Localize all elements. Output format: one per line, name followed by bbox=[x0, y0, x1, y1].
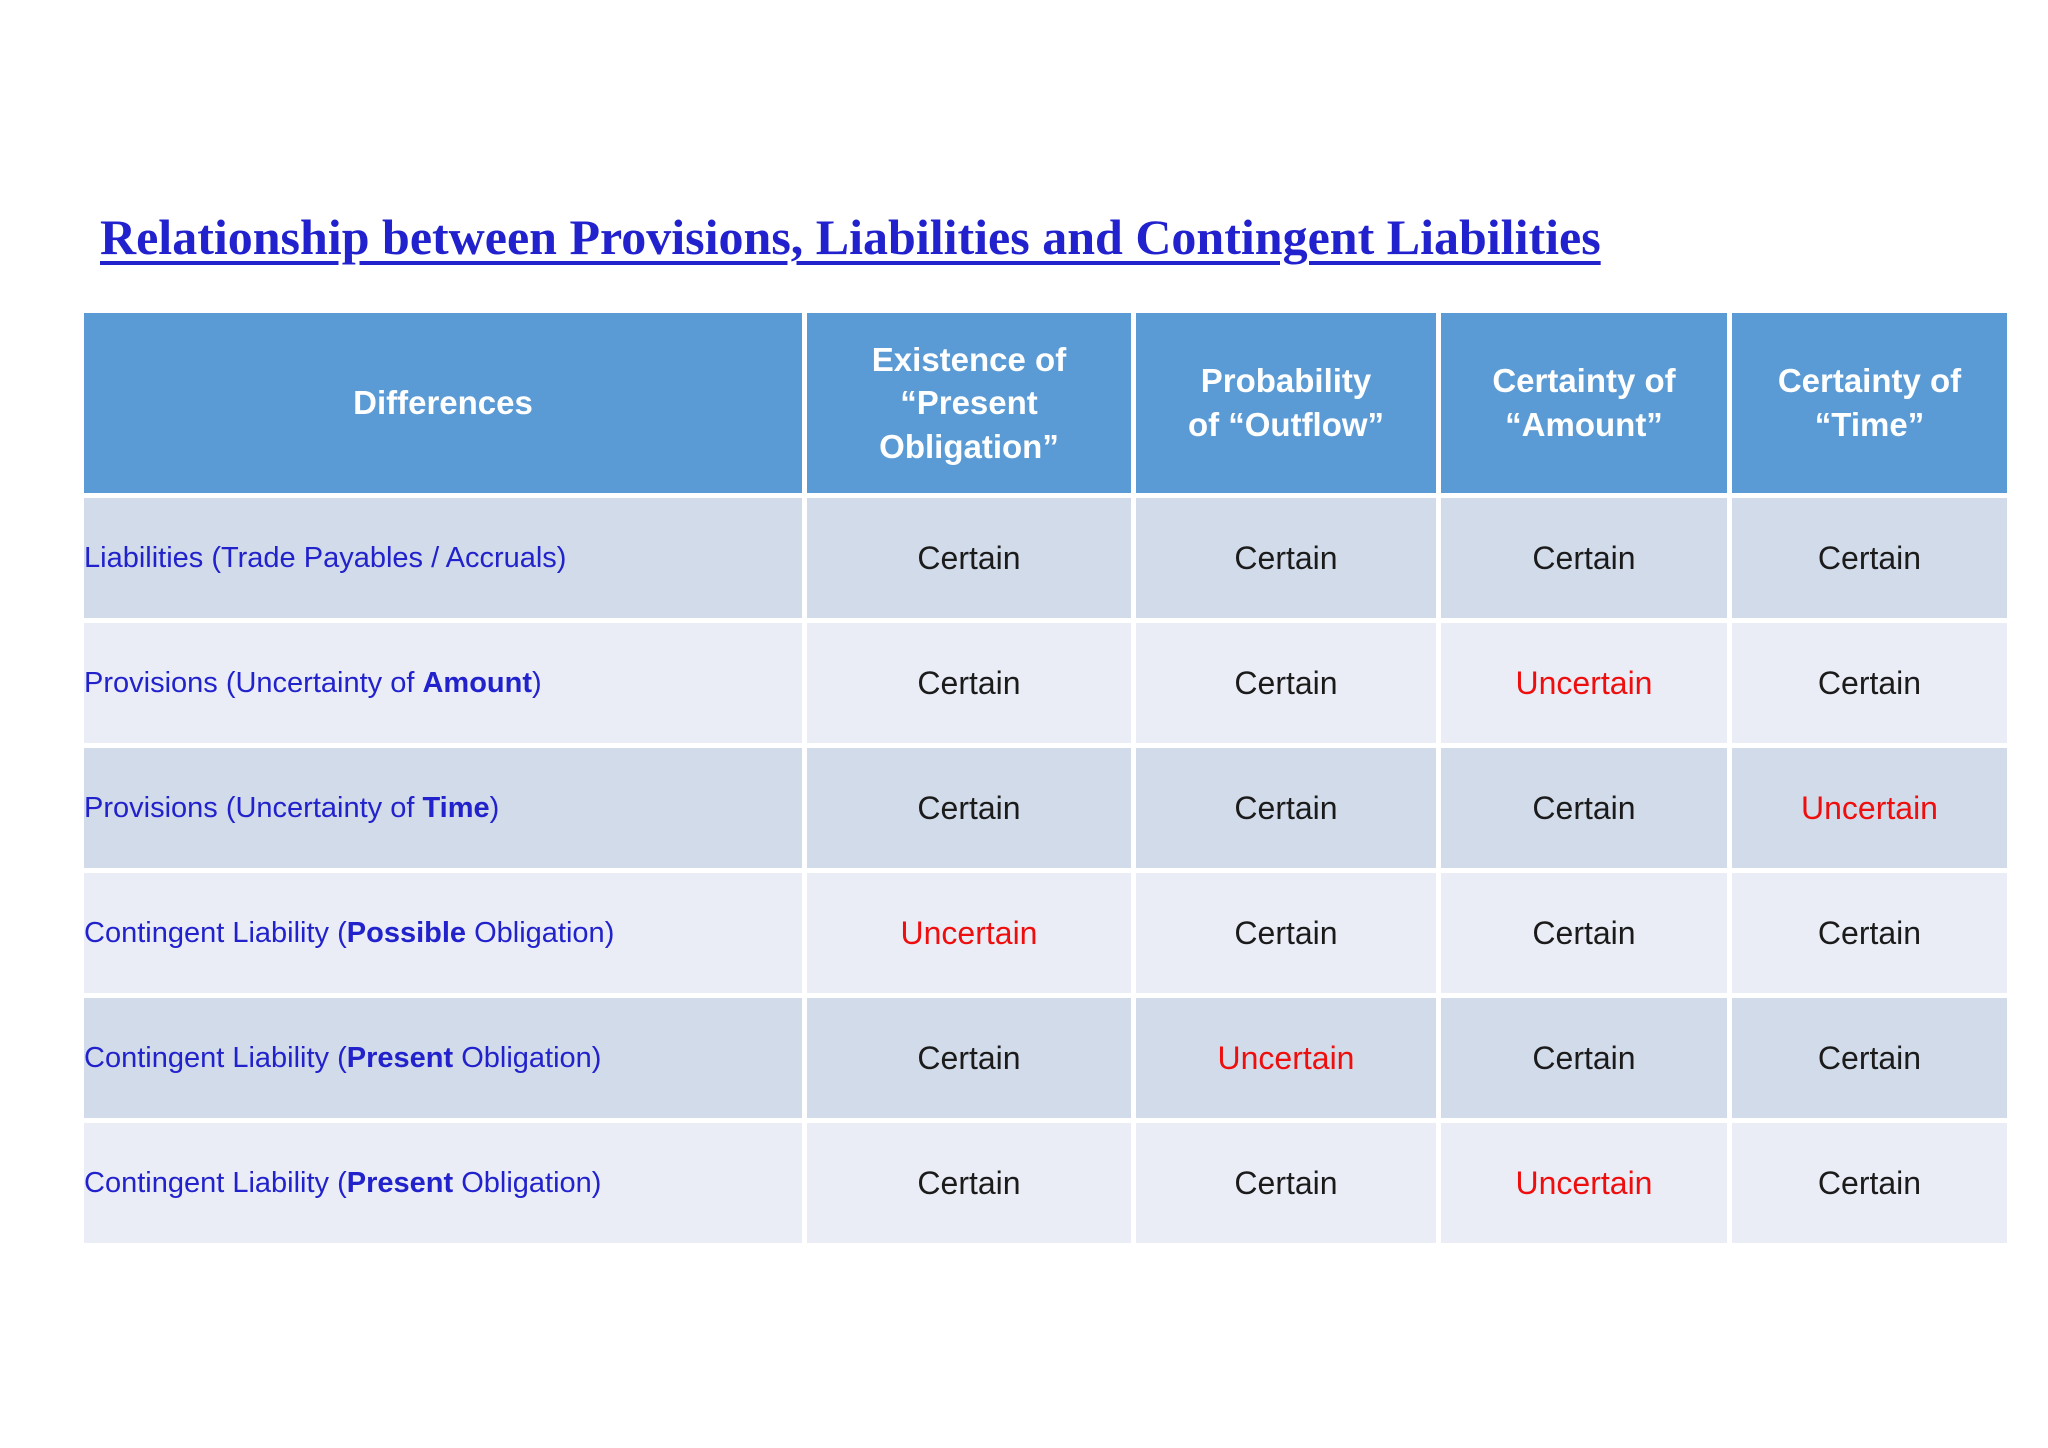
row-label: Contingent Liability (Possible Obligatio… bbox=[84, 873, 802, 993]
table-header-row: Differences Existence of “Present Obliga… bbox=[84, 313, 2007, 493]
table-row: Provisions (Uncertainty of Amount) Certa… bbox=[84, 623, 2007, 743]
column-header-probability-outflow: Probability of “Outflow” bbox=[1136, 313, 1436, 493]
table-row: Contingent Liability (Possible Obligatio… bbox=[84, 873, 2007, 993]
cell-value: Uncertain bbox=[1136, 998, 1436, 1118]
cell-value: Certain bbox=[807, 998, 1131, 1118]
cell-value: Certain bbox=[1136, 498, 1436, 618]
cell-value: Certain bbox=[1441, 748, 1727, 868]
cell-value: Uncertain bbox=[1732, 748, 2007, 868]
cell-value: Certain bbox=[807, 623, 1131, 743]
row-label: Contingent Liability (Present Obligation… bbox=[84, 1123, 802, 1243]
cell-value: Certain bbox=[1732, 998, 2007, 1118]
cell-value: Uncertain bbox=[807, 873, 1131, 993]
cell-value: Certain bbox=[1732, 498, 2007, 618]
cell-value: Certain bbox=[1441, 873, 1727, 993]
row-label: Liabilities (Trade Payables / Accruals) bbox=[84, 498, 802, 618]
cell-value: Certain bbox=[1732, 1123, 2007, 1243]
column-header-existence-present-obligation: Existence of “Present Obligation” bbox=[807, 313, 1131, 493]
row-label: Contingent Liability (Present Obligation… bbox=[84, 998, 802, 1118]
cell-value: Certain bbox=[1732, 623, 2007, 743]
column-header-certainty-amount: Certainty of “Amount” bbox=[1441, 313, 1727, 493]
cell-value: Uncertain bbox=[1441, 623, 1727, 743]
table-row: Provisions (Uncertainty of Time) Certain… bbox=[84, 748, 2007, 868]
cell-value: Certain bbox=[1136, 623, 1436, 743]
cell-value: Certain bbox=[1441, 998, 1727, 1118]
cell-value: Uncertain bbox=[1441, 1123, 1727, 1243]
cell-value: Certain bbox=[1441, 498, 1727, 618]
cell-value: Certain bbox=[807, 1123, 1131, 1243]
table-row: Liabilities (Trade Payables / Accruals) … bbox=[84, 498, 2007, 618]
cell-value: Certain bbox=[1136, 1123, 1436, 1243]
row-label: Provisions (Uncertainty of Amount) bbox=[84, 623, 802, 743]
cell-value: Certain bbox=[807, 748, 1131, 868]
table-row: Contingent Liability (Present Obligation… bbox=[84, 1123, 2007, 1243]
page-title: Relationship between Provisions, Liabili… bbox=[100, 209, 1601, 265]
cell-value: Certain bbox=[1136, 748, 1436, 868]
column-header-differences: Differences bbox=[84, 313, 802, 493]
cell-value: Certain bbox=[1732, 873, 2007, 993]
cell-value: Certain bbox=[807, 498, 1131, 618]
column-header-certainty-time: Certainty of “Time” bbox=[1732, 313, 2007, 493]
cell-value: Certain bbox=[1136, 873, 1436, 993]
row-label: Provisions (Uncertainty of Time) bbox=[84, 748, 802, 868]
relationship-table-container: Differences Existence of “Present Obliga… bbox=[79, 308, 2012, 1248]
relationship-table: Differences Existence of “Present Obliga… bbox=[79, 308, 2012, 1248]
table-row: Contingent Liability (Present Obligation… bbox=[84, 998, 2007, 1118]
